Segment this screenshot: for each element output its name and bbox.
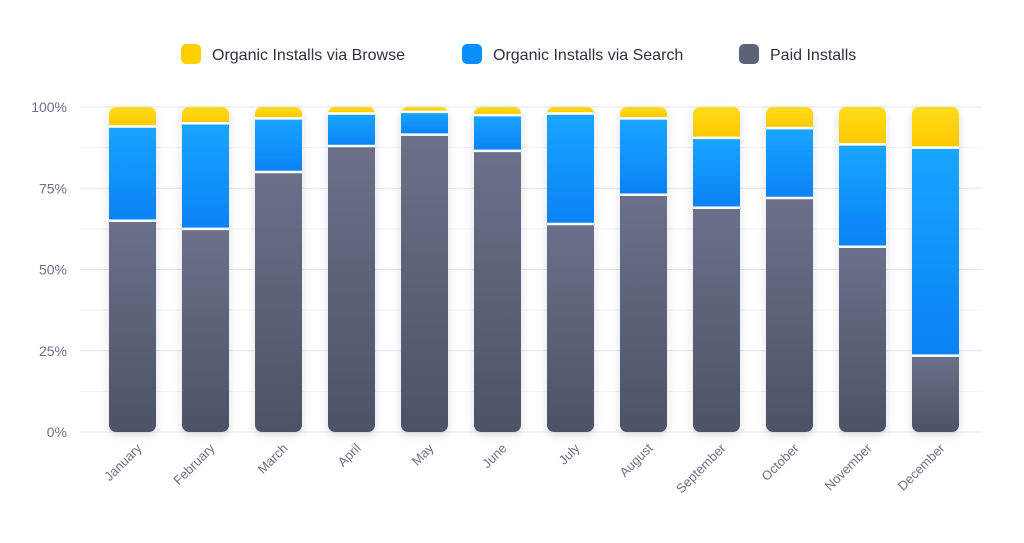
legend-item-paid-installs[interactable]: Paid Installs bbox=[739, 44, 856, 64]
legend-swatch-paid-installs bbox=[739, 44, 759, 64]
y-tick-label: 50% bbox=[39, 262, 67, 278]
legend-label-organic-installs-via-browse: Organic Installs via Browse bbox=[212, 47, 405, 64]
x-tick-label-june: June bbox=[479, 441, 510, 472]
bar-august[interactable] bbox=[620, 107, 667, 432]
bar-segment-organic-installs-via-search[interactable] bbox=[839, 144, 886, 247]
bar-segment-paid-installs[interactable] bbox=[255, 172, 302, 432]
x-tick-label-august: August bbox=[616, 440, 655, 479]
bar-segment-organic-installs-via-browse[interactable] bbox=[474, 107, 521, 116]
bar-march[interactable] bbox=[255, 107, 302, 432]
bar-segment-paid-installs[interactable] bbox=[109, 220, 156, 432]
legend: Organic Installs via Browse Organic Insta… bbox=[181, 44, 856, 64]
bar-segment-organic-installs-via-search[interactable] bbox=[255, 118, 302, 172]
bar-segment-organic-installs-via-search[interactable] bbox=[693, 137, 740, 208]
bar-segment-organic-installs-via-browse[interactable] bbox=[255, 107, 302, 119]
bar-segment-organic-installs-via-browse[interactable] bbox=[912, 107, 959, 148]
bar-segment-paid-installs[interactable] bbox=[328, 146, 375, 432]
x-tick-label-october: October bbox=[758, 440, 802, 484]
bar-november[interactable] bbox=[839, 107, 886, 432]
bar-segment-organic-installs-via-search[interactable] bbox=[328, 113, 375, 147]
bar-may[interactable] bbox=[401, 107, 448, 432]
bar-segment-organic-installs-via-browse[interactable] bbox=[620, 107, 667, 119]
bar-segment-organic-installs-via-browse[interactable] bbox=[839, 107, 886, 145]
bar-december[interactable] bbox=[912, 107, 959, 432]
bar-segment-organic-installs-via-search[interactable] bbox=[620, 118, 667, 195]
x-axis: January February March April May June July Augu… bbox=[101, 440, 948, 496]
legend-label-paid-installs: Paid Installs bbox=[770, 47, 856, 64]
x-tick-label-april: April bbox=[335, 440, 364, 469]
bar-segment-organic-installs-via-browse[interactable] bbox=[693, 107, 740, 138]
x-tick-label-september: September bbox=[673, 440, 729, 496]
x-tick-label-january: January bbox=[101, 440, 145, 484]
x-tick-label-december: December bbox=[895, 440, 948, 493]
legend-swatch-organic-installs-via-search bbox=[462, 44, 482, 64]
bar-segment-organic-installs-via-search[interactable] bbox=[182, 123, 229, 229]
bar-october[interactable] bbox=[766, 107, 813, 432]
bar-segment-paid-installs[interactable] bbox=[182, 228, 229, 432]
bar-september[interactable] bbox=[693, 107, 740, 432]
bar-segment-paid-installs[interactable] bbox=[693, 207, 740, 432]
legend-item-organic-installs-via-search[interactable]: Organic Installs via Search bbox=[462, 44, 683, 64]
legend-label-organic-installs-via-search: Organic Installs via Search bbox=[493, 47, 683, 64]
bar-january[interactable] bbox=[109, 107, 156, 432]
bar-segment-organic-installs-via-search[interactable] bbox=[547, 113, 594, 225]
bar-june[interactable] bbox=[474, 107, 521, 432]
bar-segment-paid-installs[interactable] bbox=[912, 355, 959, 432]
bar-segment-paid-installs[interactable] bbox=[766, 198, 813, 432]
bar-segment-organic-installs-via-browse[interactable] bbox=[328, 107, 375, 114]
y-axis: 0% 25% 50% 75% 100% bbox=[31, 99, 67, 440]
x-tick-label-november: November bbox=[822, 440, 875, 493]
bar-segment-paid-installs[interactable] bbox=[401, 134, 448, 432]
bar-segment-organic-installs-via-search[interactable] bbox=[912, 147, 959, 356]
bar-segment-organic-installs-via-search[interactable] bbox=[474, 115, 521, 151]
x-tick-label-march: March bbox=[254, 441, 290, 477]
bar-april[interactable] bbox=[328, 107, 375, 432]
y-tick-label: 0% bbox=[47, 424, 67, 440]
bar-segment-paid-installs[interactable] bbox=[839, 246, 886, 432]
bar-segment-organic-installs-via-browse[interactable] bbox=[547, 107, 594, 114]
x-tick-label-may: May bbox=[409, 440, 437, 468]
bar-segment-organic-installs-via-search[interactable] bbox=[766, 128, 813, 198]
bar-segment-organic-installs-via-browse[interactable] bbox=[109, 107, 156, 127]
legend-swatch-organic-installs-via-browse bbox=[181, 44, 201, 64]
legend-item-organic-installs-via-browse[interactable]: Organic Installs via Browse bbox=[181, 44, 405, 64]
y-tick-label: 25% bbox=[39, 343, 67, 359]
bars bbox=[109, 107, 959, 432]
y-tick-label: 100% bbox=[31, 99, 67, 115]
x-tick-label-july: July bbox=[556, 440, 583, 467]
grid-lines bbox=[80, 106, 982, 433]
bar-segment-paid-installs[interactable] bbox=[620, 194, 667, 432]
x-tick-label-february: February bbox=[170, 440, 218, 488]
bar-segment-organic-installs-via-search[interactable] bbox=[401, 111, 448, 135]
bar-segment-paid-installs[interactable] bbox=[547, 224, 594, 432]
bar-segment-organic-installs-via-browse[interactable] bbox=[182, 107, 229, 124]
y-tick-label: 75% bbox=[39, 180, 67, 196]
bar-segment-organic-installs-via-browse[interactable] bbox=[766, 107, 813, 129]
bar-segment-paid-installs[interactable] bbox=[474, 150, 521, 432]
bar-segment-organic-installs-via-browse[interactable] bbox=[401, 107, 448, 112]
bar-february[interactable] bbox=[182, 107, 229, 432]
bar-segment-organic-installs-via-search[interactable] bbox=[109, 126, 156, 221]
bar-july[interactable] bbox=[547, 107, 594, 432]
